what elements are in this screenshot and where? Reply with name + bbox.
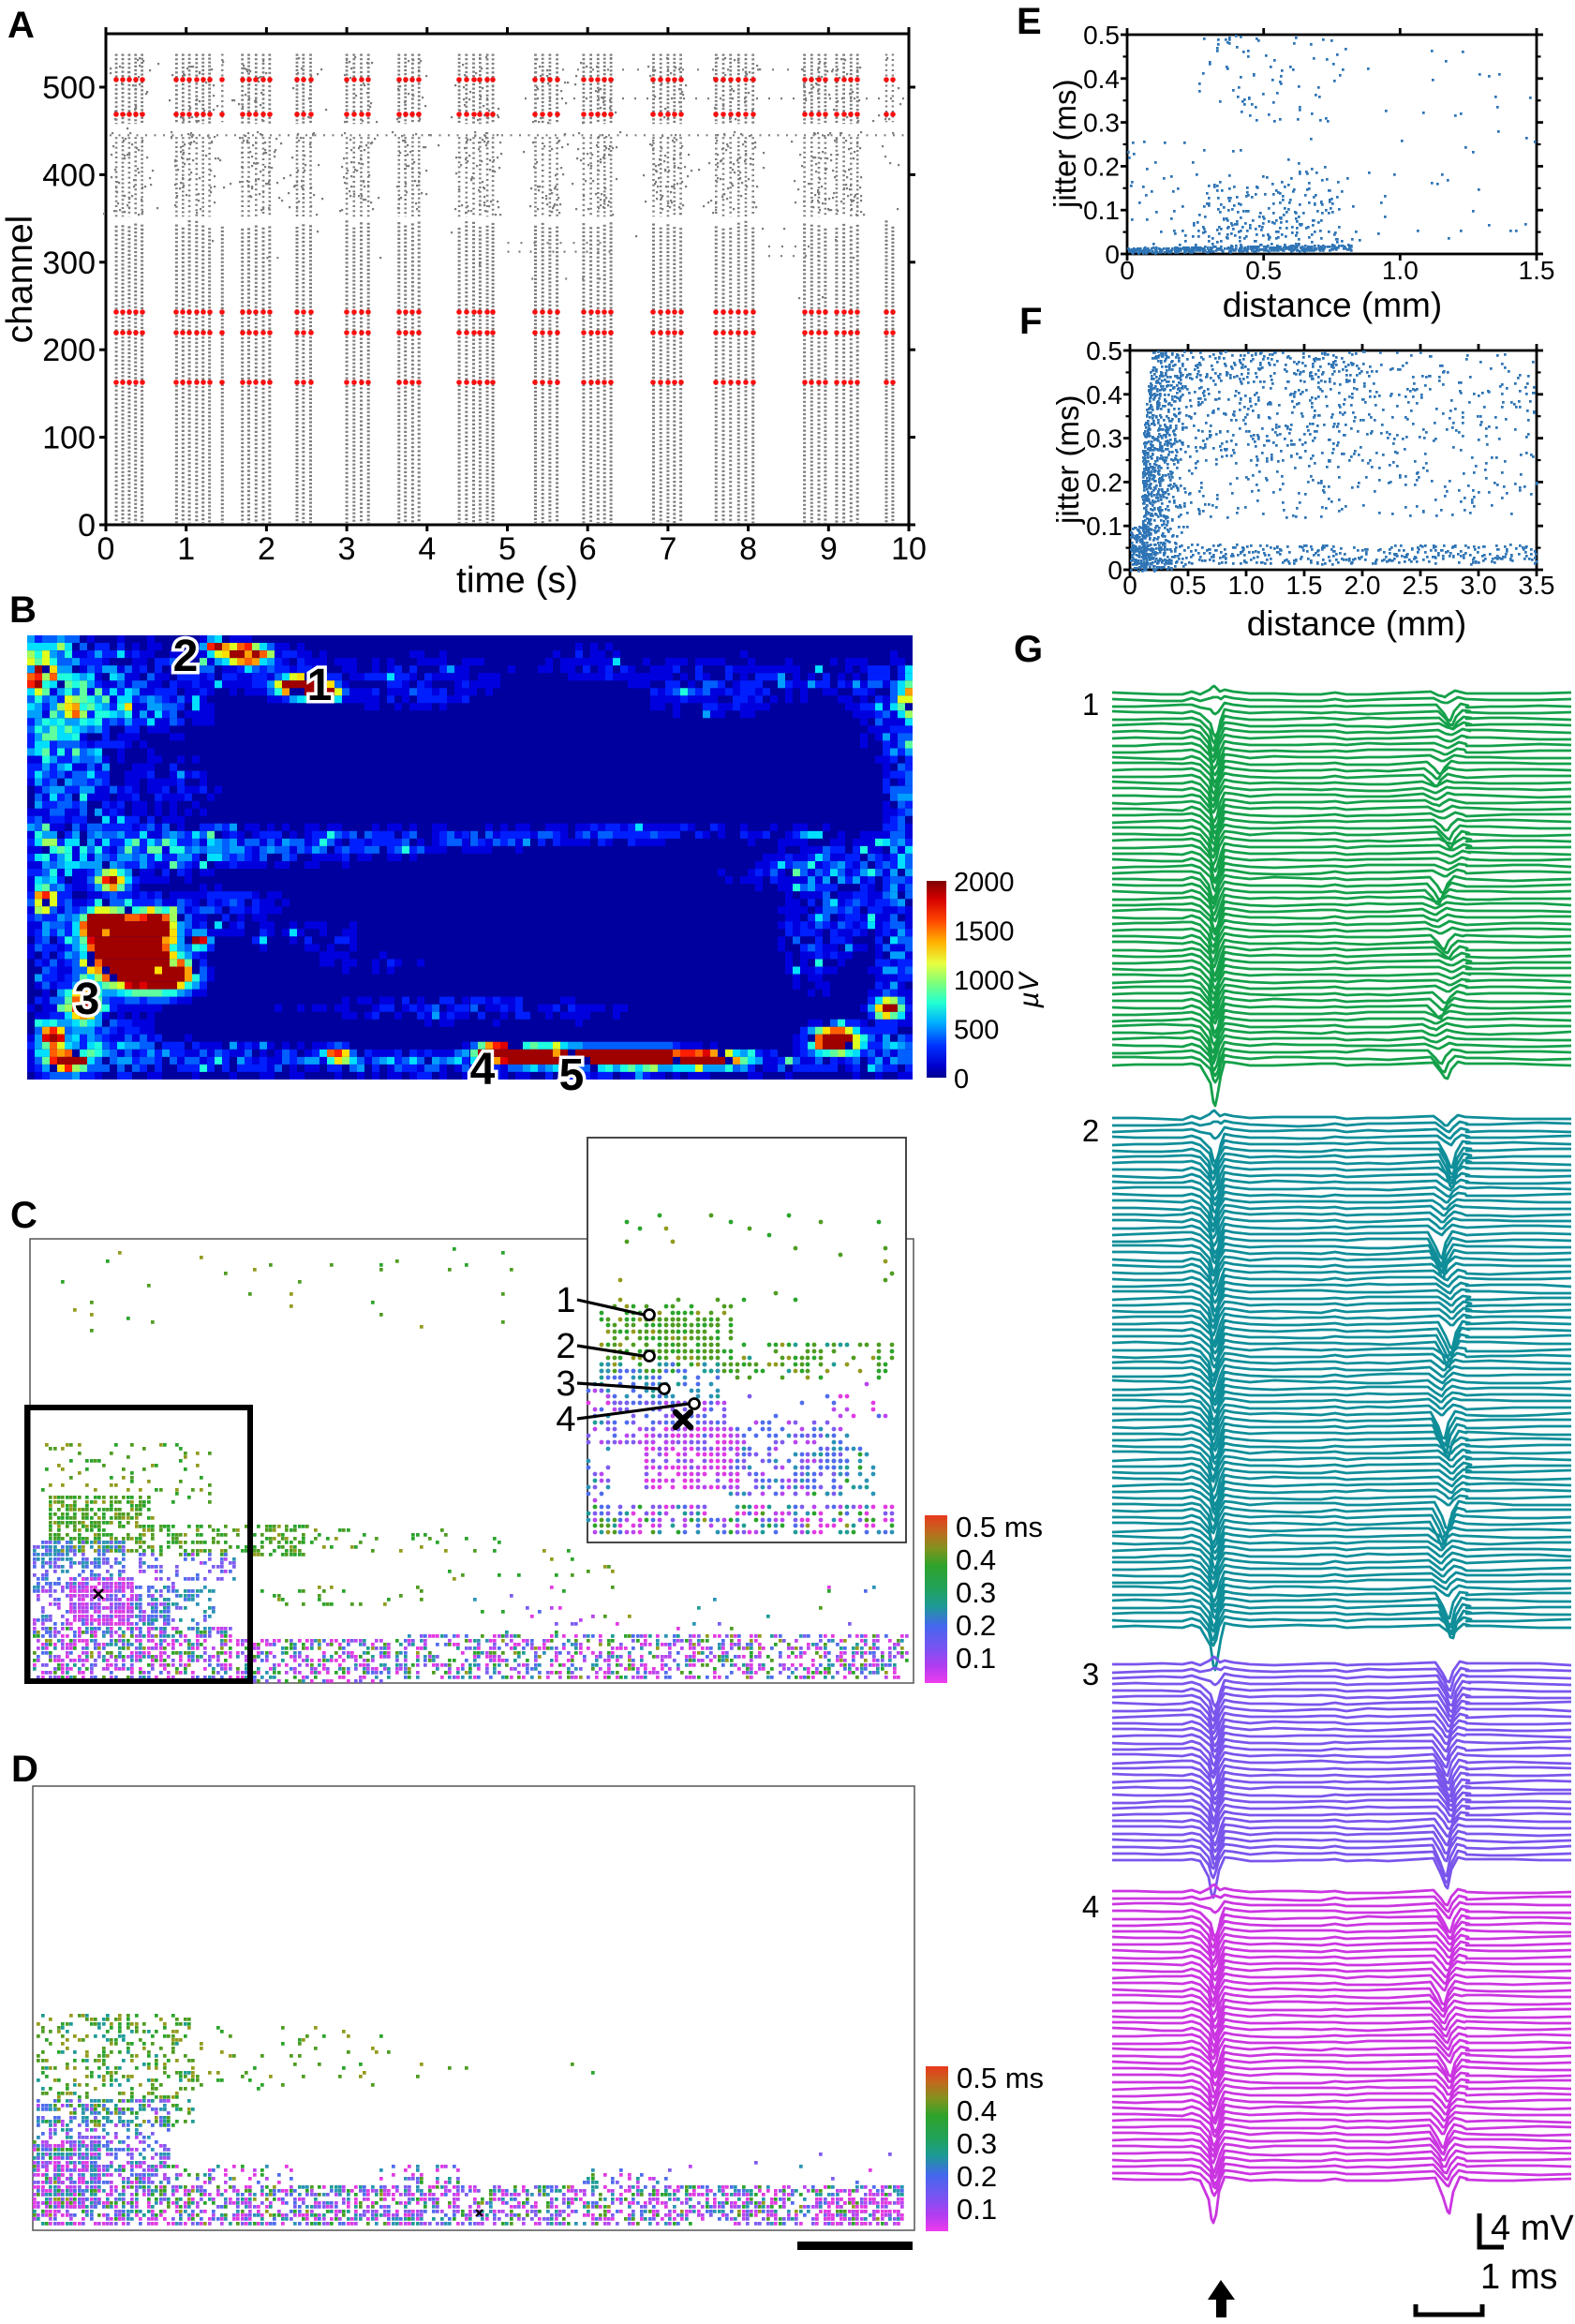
svg-text:2.5: 2.5 xyxy=(1403,571,1439,600)
svg-text:0.2: 0.2 xyxy=(1086,468,1122,497)
svg-text:0: 0 xyxy=(97,531,115,567)
svg-text:8: 8 xyxy=(739,531,757,567)
svg-text:3: 3 xyxy=(1082,1657,1099,1691)
svg-text:jitter (ms): jitter (ms) xyxy=(1050,395,1085,525)
svg-text:5: 5 xyxy=(559,1050,585,1100)
svg-text:0.1: 0.1 xyxy=(1083,196,1120,225)
svg-text:100: 100 xyxy=(42,421,96,456)
svg-text:0: 0 xyxy=(1107,556,1122,585)
svg-text:1.0: 1.0 xyxy=(1382,256,1419,285)
svg-text:0.5 ms: 0.5 ms xyxy=(957,2062,1044,2094)
svg-text:0: 0 xyxy=(1122,571,1137,600)
svg-text:0.3: 0.3 xyxy=(956,1576,996,1609)
svg-text:0.1: 0.1 xyxy=(956,1642,996,1675)
svg-text:2: 2 xyxy=(1082,1113,1099,1148)
svg-text:4: 4 xyxy=(418,531,436,567)
svg-text:2000: 2000 xyxy=(954,868,1015,898)
svg-text:B: B xyxy=(9,589,37,631)
svg-text:1.5: 1.5 xyxy=(1519,256,1555,285)
svg-text:1: 1 xyxy=(307,661,333,710)
svg-text:500: 500 xyxy=(42,70,96,106)
svg-text:7: 7 xyxy=(659,531,676,567)
svg-text:5: 5 xyxy=(498,531,516,567)
svg-text:2: 2 xyxy=(173,632,199,681)
svg-text:2.0: 2.0 xyxy=(1345,571,1381,600)
svg-text:4: 4 xyxy=(470,1045,496,1095)
svg-text:1.0: 1.0 xyxy=(1228,571,1265,600)
svg-text:0.1: 0.1 xyxy=(1086,512,1122,541)
svg-text:0.2: 0.2 xyxy=(1083,152,1120,181)
svg-text:G: G xyxy=(1014,629,1043,670)
svg-text:4: 4 xyxy=(556,1400,575,1439)
svg-text:400: 400 xyxy=(42,157,96,193)
svg-text:0.5: 0.5 xyxy=(1083,21,1120,50)
svg-text:3: 3 xyxy=(338,531,356,567)
svg-text:4: 4 xyxy=(1082,1889,1099,1924)
svg-text:time (s): time (s) xyxy=(456,560,578,601)
svg-text:300: 300 xyxy=(42,246,96,281)
svg-text:2: 2 xyxy=(556,1327,575,1366)
svg-text:µV: µV xyxy=(1014,970,1045,1008)
svg-text:10: 10 xyxy=(891,531,927,567)
svg-text:0: 0 xyxy=(1120,256,1135,285)
svg-text:3.0: 3.0 xyxy=(1461,571,1497,600)
svg-text:3: 3 xyxy=(556,1364,575,1404)
svg-text:A: A xyxy=(7,5,35,46)
svg-text:1.5: 1.5 xyxy=(1286,571,1323,600)
svg-text:200: 200 xyxy=(42,333,96,368)
svg-text:0.4: 0.4 xyxy=(1086,380,1122,410)
svg-text:1: 1 xyxy=(1082,687,1099,722)
svg-text:1500: 1500 xyxy=(954,917,1015,947)
svg-text:1: 1 xyxy=(177,531,195,567)
svg-text:0: 0 xyxy=(78,508,96,544)
svg-text:distance (mm): distance (mm) xyxy=(1223,286,1442,324)
svg-text:channel: channel xyxy=(0,216,40,344)
svg-text:0.5: 0.5 xyxy=(1245,256,1282,285)
svg-text:0.3: 0.3 xyxy=(1083,109,1120,138)
svg-text:4 mV: 4 mV xyxy=(1491,2209,1574,2248)
svg-text:9: 9 xyxy=(820,531,838,567)
svg-text:D: D xyxy=(11,1749,38,1790)
svg-text:0.4: 0.4 xyxy=(956,1543,996,1576)
svg-text:6: 6 xyxy=(579,531,597,567)
svg-text:0.3: 0.3 xyxy=(957,2127,997,2160)
svg-text:0.2: 0.2 xyxy=(957,2160,997,2193)
svg-text:0.5 ms: 0.5 ms xyxy=(956,1511,1043,1543)
svg-text:distance (mm): distance (mm) xyxy=(1247,604,1466,643)
svg-text:0.3: 0.3 xyxy=(1086,425,1122,454)
svg-text:0: 0 xyxy=(1105,240,1120,269)
svg-text:0.4: 0.4 xyxy=(957,2094,997,2127)
svg-text:jitter (ms): jitter (ms) xyxy=(1048,80,1082,209)
svg-text:0.4: 0.4 xyxy=(1083,65,1120,94)
svg-text:500: 500 xyxy=(954,1016,999,1046)
svg-text:F: F xyxy=(1019,301,1042,342)
svg-text:1000: 1000 xyxy=(954,966,1015,996)
svg-text:0.2: 0.2 xyxy=(956,1609,996,1642)
svg-text:0: 0 xyxy=(954,1065,969,1095)
svg-text:1 ms: 1 ms xyxy=(1480,2257,1557,2297)
svg-text:C: C xyxy=(10,1195,37,1236)
svg-text:1: 1 xyxy=(556,1281,575,1320)
svg-text:0.5: 0.5 xyxy=(1170,571,1207,600)
svg-text:0.5: 0.5 xyxy=(1086,336,1122,365)
svg-text:3.5: 3.5 xyxy=(1519,571,1555,600)
svg-text:3: 3 xyxy=(75,975,100,1024)
svg-text:0.1: 0.1 xyxy=(957,2193,997,2226)
svg-text:2: 2 xyxy=(258,531,275,567)
svg-text:E: E xyxy=(1017,1,1042,42)
